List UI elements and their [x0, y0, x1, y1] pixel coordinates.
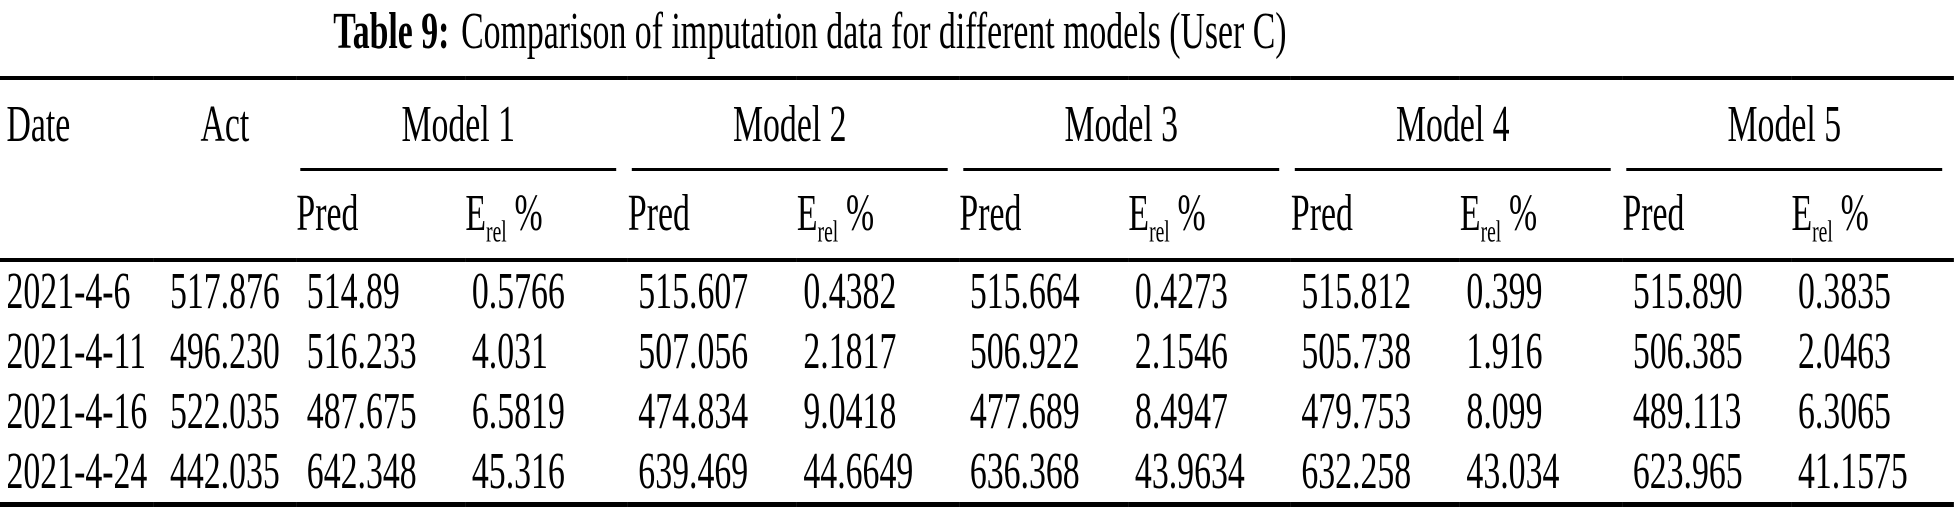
subheader-erel-model-3: Erel%	[1128, 170, 1291, 262]
cell-pred-model-2: 639.469	[638, 442, 749, 500]
model-3-label: Model 3	[1064, 96, 1179, 154]
cell-erel-model-5: 2.0463	[1797, 322, 1891, 380]
table-caption-label: Table 9:	[333, 3, 450, 60]
imputation-comparison-table: Date Act Model 1 Model 2 Model 3 Model 4…	[0, 76, 1954, 507]
cell-pred-model-3: 506.922	[969, 322, 1080, 380]
cell-erel-model-4: 0.399	[1466, 262, 1543, 320]
cell-erel-model-1: 6.5819	[471, 382, 565, 440]
cell-erel-model-1: 45.316	[471, 442, 565, 500]
erel-subscript: rel	[486, 213, 507, 248]
cell-erel-model-5: 0.3835	[1797, 262, 1891, 320]
cell-erel-model-2: 0.4382	[803, 262, 897, 320]
cell-erel-model-3: 8.4947	[1134, 382, 1228, 440]
erel-percent-sign: %	[1509, 184, 1538, 242]
cell-erel-model-2: 9.0418	[803, 382, 897, 440]
cell-date: 2021-4-16	[6, 382, 148, 440]
erel-symbol: E	[1791, 184, 1813, 242]
subheader-pred-model-1: Pred	[296, 170, 466, 262]
cell-pred-model-4: 479.753	[1301, 382, 1412, 440]
col-header-model-2: Model 2	[628, 78, 960, 171]
col-header-model-3: Model 3	[959, 78, 1291, 171]
cell-pred-model-2: 515.607	[638, 262, 749, 320]
erel-subscript: rel	[1812, 213, 1833, 248]
col-header-date: Date	[0, 78, 154, 262]
subheader-erel-model-4: Erel%	[1459, 170, 1623, 262]
cell-date: 2021-4-6	[6, 262, 131, 320]
erel-percent-sign: %	[514, 184, 543, 242]
erel-subscript: rel	[1480, 213, 1502, 248]
cell-pred-model-5: 623.965	[1632, 442, 1743, 500]
erel-symbol: E	[1128, 184, 1150, 242]
erel-percent-sign: %	[846, 184, 875, 242]
cell-act: 522.035	[169, 382, 280, 440]
table-row: 2021-4-24 442.035 642.348 45.316 639.469…	[0, 442, 1954, 505]
cell-pred-model-4: 632.258	[1301, 442, 1412, 500]
model-1-label: Model 1	[401, 96, 516, 154]
subheader-pred-model-4: Pred	[1290, 170, 1460, 262]
cell-pred-model-1: 514.89	[306, 262, 400, 320]
cell-erel-model-3: 43.9634	[1134, 442, 1245, 500]
col-header-model-5: Model 5	[1622, 78, 1954, 171]
table-row: 2021-4-16 522.035 487.675 6.5819 474.834…	[0, 382, 1954, 442]
cell-pred-model-5: 489.113	[1632, 382, 1742, 440]
erel-symbol: E	[465, 184, 487, 242]
cell-erel-model-4: 43.034	[1466, 442, 1560, 500]
header-row-models: Date Act Model 1 Model 2 Model 3 Model 4…	[0, 78, 1954, 262]
erel-subscript: rel	[817, 213, 839, 248]
subheader-pred-model-2: Pred	[627, 170, 797, 262]
cell-act: 496.230	[169, 322, 280, 380]
cell-pred-model-5: 515.890	[1632, 262, 1743, 320]
header-row-subcolumns: Pred Erel% Pred Erel% Pred Erel% Pred Er…	[0, 170, 1954, 262]
cell-act: 517.876	[169, 262, 280, 320]
cell-pred-model-4: 505.738	[1301, 322, 1412, 380]
cell-erel-model-3: 0.4273	[1134, 262, 1228, 320]
erel-symbol: E	[796, 184, 818, 242]
cell-act: 442.035	[169, 442, 280, 500]
cell-erel-model-4: 1.916	[1466, 322, 1543, 380]
cell-date: 2021-4-24	[6, 442, 148, 500]
col-header-model-1: Model 1	[296, 78, 628, 171]
table-row: 2021-4-6 517.876 514.89 0.5766 515.607 0…	[0, 260, 1954, 322]
cell-pred-model-1: 487.675	[306, 382, 417, 440]
model-5-label: Model 5	[1727, 96, 1842, 154]
cell-erel-model-1: 0.5766	[471, 262, 565, 320]
model-4-label: Model 4	[1395, 96, 1510, 154]
cell-erel-model-2: 44.6649	[803, 442, 914, 500]
subheader-erel-model-2: Erel%	[796, 170, 960, 262]
cell-pred-model-1: 642.348	[306, 442, 417, 500]
subheader-erel-model-1: Erel%	[465, 170, 628, 262]
subheader-pred-model-3: Pred	[959, 170, 1129, 262]
model-2-label: Model 2	[732, 96, 847, 154]
cell-date: 2021-4-11	[6, 322, 147, 380]
cell-pred-model-3: 515.664	[969, 262, 1080, 320]
cell-pred-model-5: 506.385	[1632, 322, 1743, 380]
cell-pred-model-4: 515.812	[1301, 262, 1412, 320]
col-header-act: Act	[153, 78, 297, 262]
erel-subscript: rel	[1149, 213, 1170, 248]
cell-pred-model-3: 636.368	[969, 442, 1080, 500]
table-caption: Table 9: Comparison of imputation data fo…	[0, 3, 1620, 60]
cell-pred-model-2: 474.834	[638, 382, 749, 440]
cell-pred-model-3: 477.689	[969, 382, 1080, 440]
cell-pred-model-1: 516.233	[306, 322, 417, 380]
table-row: 2021-4-11 496.230 516.233 4.031 507.056 …	[0, 322, 1954, 382]
cell-erel-model-3: 2.1546	[1134, 322, 1228, 380]
table-caption-text: Comparison of imputation data for differ…	[461, 3, 1287, 60]
subheader-erel-model-5: Erel%	[1791, 170, 1954, 262]
erel-percent-sign: %	[1840, 184, 1869, 242]
subheader-pred-model-5: Pred	[1622, 170, 1792, 262]
cell-pred-model-2: 507.056	[638, 322, 749, 380]
erel-percent-sign: %	[1177, 184, 1206, 242]
figure-wrapper: Table 9: Comparison of imputation data fo…	[0, 3, 1954, 507]
cell-erel-model-4: 8.099	[1466, 382, 1543, 440]
cell-erel-model-5: 41.1575	[1797, 442, 1908, 500]
cell-erel-model-1: 4.031	[471, 322, 548, 380]
erel-symbol: E	[1459, 184, 1481, 242]
col-header-model-4: Model 4	[1291, 78, 1623, 171]
cell-erel-model-2: 2.1817	[803, 322, 897, 380]
cell-erel-model-5: 6.3065	[1797, 382, 1891, 440]
